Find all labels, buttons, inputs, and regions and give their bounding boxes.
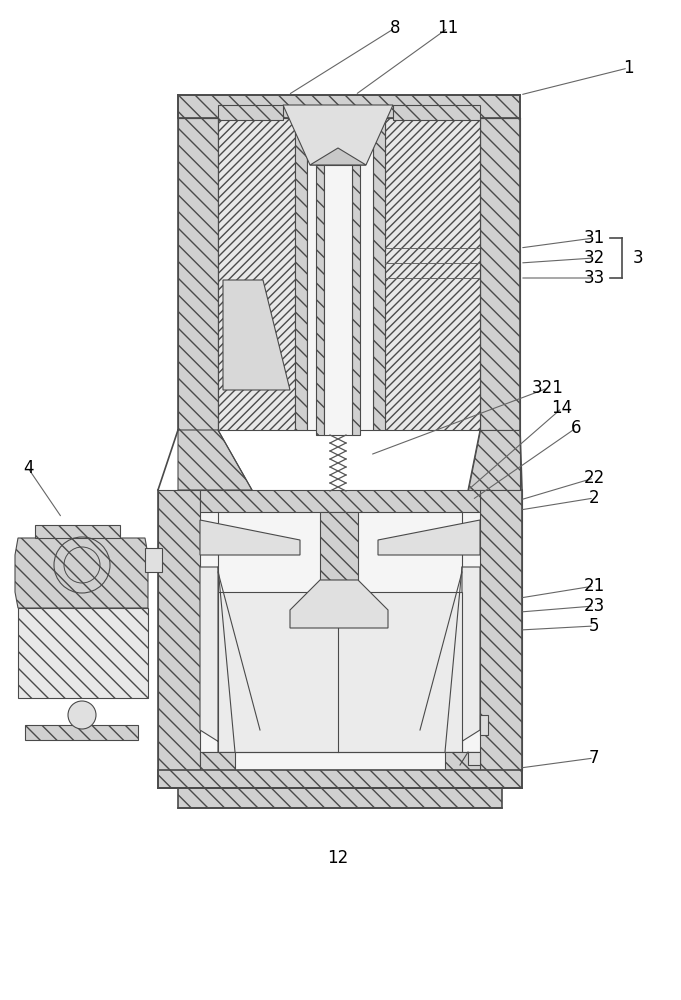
Polygon shape — [373, 118, 385, 430]
Polygon shape — [316, 165, 324, 435]
Polygon shape — [200, 512, 480, 770]
Polygon shape — [218, 105, 283, 120]
Polygon shape — [468, 430, 520, 490]
Polygon shape — [25, 725, 138, 740]
Polygon shape — [445, 752, 480, 770]
Circle shape — [68, 701, 96, 729]
Polygon shape — [178, 788, 502, 808]
Polygon shape — [158, 490, 200, 770]
Polygon shape — [393, 105, 480, 120]
Text: 33: 33 — [584, 269, 605, 287]
Polygon shape — [178, 95, 520, 118]
Polygon shape — [307, 118, 373, 430]
Polygon shape — [480, 118, 520, 430]
Polygon shape — [218, 118, 295, 430]
Text: 2: 2 — [588, 489, 599, 507]
Text: 22: 22 — [584, 469, 605, 487]
Polygon shape — [290, 580, 388, 628]
Polygon shape — [35, 525, 120, 538]
Polygon shape — [200, 752, 235, 770]
Text: 14: 14 — [552, 399, 573, 417]
Polygon shape — [200, 490, 480, 512]
Text: 23: 23 — [584, 597, 605, 615]
Text: 12: 12 — [328, 849, 349, 867]
Polygon shape — [145, 548, 162, 572]
Text: 1: 1 — [622, 59, 633, 77]
Polygon shape — [218, 592, 462, 752]
Polygon shape — [178, 430, 252, 490]
Text: 5: 5 — [589, 617, 599, 635]
Polygon shape — [352, 165, 360, 435]
Text: 8: 8 — [390, 19, 400, 37]
Polygon shape — [223, 280, 290, 390]
Text: 32: 32 — [584, 249, 605, 267]
Polygon shape — [200, 520, 300, 555]
Polygon shape — [480, 490, 522, 770]
Text: 7: 7 — [589, 749, 599, 767]
Polygon shape — [15, 538, 148, 608]
Polygon shape — [320, 512, 358, 580]
Polygon shape — [310, 148, 366, 165]
Text: 3: 3 — [633, 249, 644, 267]
Polygon shape — [385, 118, 480, 430]
Text: 4: 4 — [22, 459, 33, 477]
Text: 31: 31 — [584, 229, 605, 247]
Text: 11: 11 — [437, 19, 458, 37]
Polygon shape — [283, 105, 393, 165]
Polygon shape — [480, 715, 488, 735]
Polygon shape — [468, 752, 480, 765]
Polygon shape — [378, 520, 480, 555]
Polygon shape — [295, 118, 307, 430]
Polygon shape — [18, 608, 148, 698]
Polygon shape — [324, 165, 352, 435]
Text: 6: 6 — [571, 419, 582, 437]
Polygon shape — [158, 770, 522, 788]
Text: 321: 321 — [532, 379, 564, 397]
Text: 21: 21 — [584, 577, 605, 595]
Polygon shape — [445, 567, 480, 752]
Polygon shape — [200, 567, 235, 752]
Polygon shape — [178, 118, 218, 430]
